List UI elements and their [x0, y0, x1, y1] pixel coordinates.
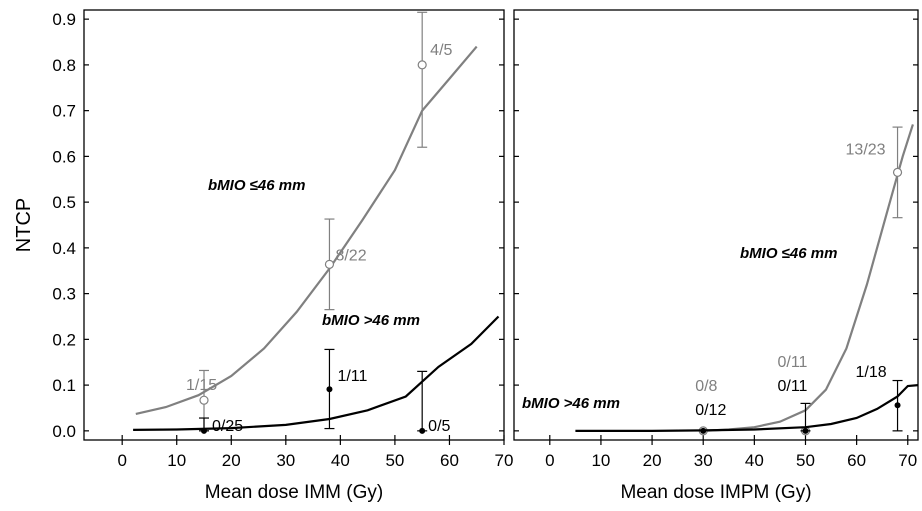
x-tick-label: 20 — [222, 451, 241, 470]
y-axis-label: NTCP — [13, 198, 35, 252]
data-point-open — [892, 167, 903, 177]
data-point-filled — [802, 427, 809, 434]
data-point-open — [324, 259, 335, 269]
x-tick-label: 0 — [545, 451, 554, 470]
x-tick-label: 40 — [331, 451, 350, 470]
point-label: 1/18 — [856, 364, 887, 381]
x-axis-label: Mean dose IMPM (Gy) — [620, 482, 811, 503]
series-curve-2 — [133, 315, 500, 431]
y-tick-label: 0.0 — [52, 422, 76, 441]
point-label: 0/11 — [777, 354, 807, 371]
x-axis-label: Mean dose IMM (Gy) — [205, 482, 383, 503]
x-tick-label: 70 — [898, 451, 917, 470]
point-label: 0/12 — [695, 402, 726, 419]
plot-frame — [513, 9, 919, 441]
series-annotation: bMIO ≤46 mm — [740, 245, 837, 262]
x-tick-label: 30 — [276, 451, 295, 470]
point-label: 1/15 — [186, 377, 217, 394]
x-tick-label: 50 — [385, 451, 404, 470]
x-tick-label: 50 — [796, 451, 815, 470]
data-point-open — [417, 60, 427, 70]
series-annotation: bMIO ≤46 mm — [208, 177, 305, 194]
y-tick-label: 0.6 — [52, 147, 76, 166]
data-point-filled — [700, 427, 707, 434]
data-point-open — [199, 395, 209, 405]
point-label: 8/22 — [335, 247, 366, 264]
x-tick-label: 30 — [694, 451, 713, 470]
data-point-filled — [894, 402, 901, 409]
y-tick-label: 0.1 — [52, 376, 76, 395]
data-point-filled — [326, 386, 333, 393]
series-curve-1 — [703, 124, 914, 432]
x-tick-label: 10 — [167, 451, 186, 470]
chart-panel-2: 0 10 20 30 40 50 60 70 Mean dose IMPM (Gy) 0/8 0/1… — [513, 9, 919, 503]
x-tick-label: 10 — [591, 451, 610, 470]
data-point-filled — [201, 427, 207, 434]
y-tick-label: 0.2 — [52, 330, 76, 349]
x-tick-label: 20 — [643, 451, 662, 470]
y-tick-label: 0.3 — [52, 285, 76, 304]
x-tick-label: 60 — [440, 451, 459, 470]
y-tick-label: 0.5 — [52, 193, 76, 212]
x-tick-label: 0 — [117, 451, 126, 470]
point-label: 4/5 — [430, 42, 452, 59]
x-tick-label: 40 — [745, 451, 764, 470]
series-curve-2 — [575, 384, 919, 432]
x-tick-label: 60 — [847, 451, 866, 470]
series-annotation: bMIO >46 mm — [522, 395, 620, 412]
series-annotation: bMIO >46 mm — [322, 312, 420, 329]
series-curve-1 — [135, 45, 478, 415]
y-tick-label: 0.8 — [52, 56, 76, 75]
chart-panel-1: 0.0 0.1 0.2 0.3 0.4 0.5 0.6 0.7 0.8 0.9 0 10 20 30 40 5… — [13, 9, 514, 503]
data-point-filled — [419, 427, 426, 434]
point-label: 0/8 — [695, 378, 717, 395]
point-label: 1/11 — [337, 368, 367, 385]
y-tick-label: 0.9 — [52, 10, 76, 29]
y-tick-label: 0.4 — [52, 239, 76, 258]
x-tick-label: 70 — [495, 451, 514, 470]
point-label: 13/23 — [846, 141, 886, 158]
point-label: 0/11 — [777, 378, 807, 395]
point-label: 0/25 — [212, 418, 243, 435]
point-label: 0/5 — [428, 418, 450, 435]
plot-frame — [83, 9, 505, 441]
y-tick-label: 0.7 — [52, 102, 76, 121]
